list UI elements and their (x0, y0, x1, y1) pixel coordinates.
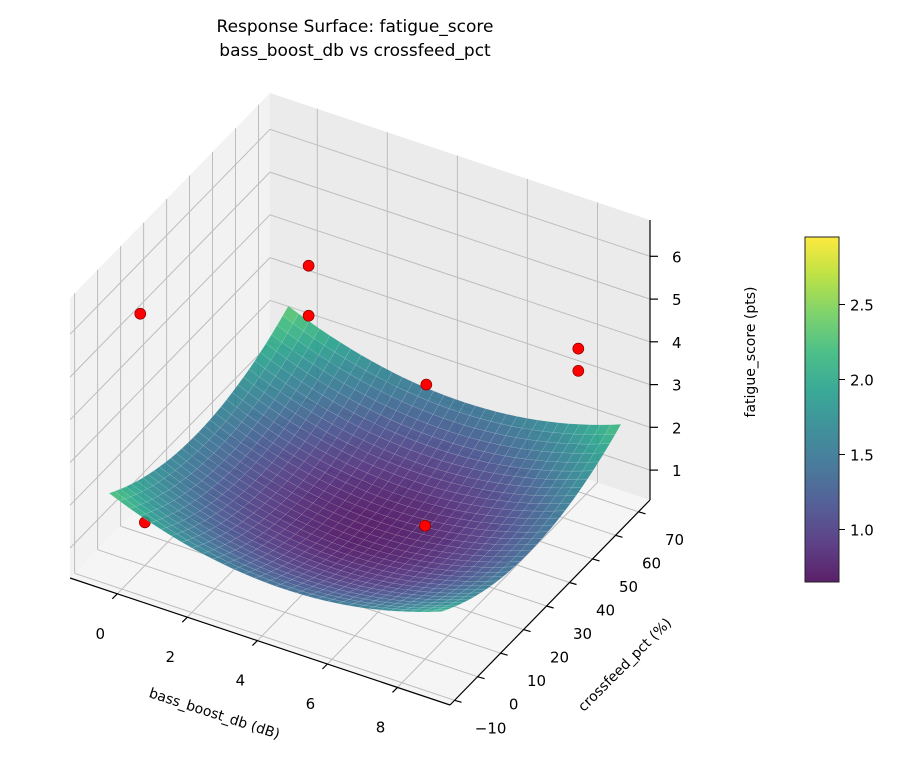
y-tick (477, 676, 485, 680)
z-tick-label: 2 (672, 419, 682, 437)
pane-left (70, 93, 270, 578)
y-tick-label: 60 (642, 554, 661, 572)
grid-line-x (397, 482, 598, 688)
x-tick (392, 686, 398, 693)
z-axis-label: fatigue_score (pts) (743, 287, 759, 418)
z-tick-label: 4 (672, 334, 682, 352)
x-tick-label: 2 (166, 648, 176, 666)
data-point (572, 342, 585, 355)
y-tick-label: 40 (596, 601, 615, 619)
colorbar-tick-label: 2.5 (850, 297, 874, 315)
surface-facet (598, 433, 616, 445)
chart-subtitle: bass_boost_db vs crossfeed_pct (219, 41, 491, 61)
grid-line-z (69, 171, 271, 378)
y-axis-line (449, 499, 651, 706)
y-tick (546, 605, 554, 609)
surface-facet (520, 544, 538, 552)
y-tick-label: 0 (509, 696, 519, 714)
x-tick (111, 593, 118, 600)
colorbar-tick-label: 2.0 (850, 372, 874, 390)
surface-facet (486, 576, 505, 582)
x-axis-label: bass_boost_db (dB) (147, 685, 282, 742)
y-tick (523, 629, 531, 633)
data-point (302, 259, 315, 272)
y-tick (500, 652, 508, 656)
grid-line-z (269, 214, 651, 343)
y-tick (592, 558, 600, 562)
grid-line-z (69, 299, 271, 506)
y-tick (454, 699, 462, 703)
surface (108, 305, 622, 613)
x-axis-line (69, 577, 451, 706)
surface-facet (442, 604, 459, 609)
surface-facet (587, 452, 605, 463)
x-tick-label: 6 (306, 695, 316, 713)
data-point (134, 307, 147, 320)
x-tick-label: 8 (376, 718, 386, 736)
x-tick-label: 4 (236, 672, 246, 690)
surface-facet (431, 609, 448, 613)
z-tick-labels: 1 2 3 4 5 6 (672, 248, 682, 480)
x-tick (251, 640, 258, 647)
y-tick (615, 534, 623, 538)
data-point (572, 364, 585, 377)
z-tick-label: 3 (672, 377, 682, 395)
y-tick-label: 70 (665, 531, 684, 549)
y-tick (638, 511, 646, 515)
surface-facet (525, 537, 544, 546)
surface-facet (531, 531, 549, 539)
surface-facet (469, 588, 488, 594)
y-tick (569, 581, 577, 586)
z-tick-label: 5 (672, 291, 682, 309)
data-point (420, 378, 433, 391)
grid-line-z (69, 342, 271, 549)
data-point (419, 519, 431, 532)
surface-facet (559, 495, 577, 504)
x-tick-labels: 0 2 4 6 8 (96, 625, 386, 737)
y-tick-label: 10 (527, 672, 546, 690)
y-tick-label: 30 (573, 625, 592, 643)
y-tick-label: −10 (475, 719, 507, 737)
grid-line-z (269, 257, 651, 386)
grid-line-z (69, 128, 271, 335)
y-tick-label: 50 (619, 578, 638, 596)
surface-facet (459, 595, 476, 601)
grid-line-y (74, 572, 455, 701)
surface-facet (463, 592, 482, 597)
z-tick-label: 6 (672, 248, 682, 266)
colorbar-tick-label: 1.0 (850, 522, 874, 540)
colorbar-tick-label: 1.5 (850, 447, 874, 465)
grid-line-z (269, 171, 651, 300)
x-tick (321, 663, 328, 670)
data-point (302, 309, 315, 322)
chart-title: Response Surface: fatigue_score (217, 17, 494, 37)
scatter-points (134, 259, 585, 532)
y-tick-label: 20 (550, 649, 569, 667)
surface-facet (570, 478, 588, 489)
x-tick (181, 616, 188, 623)
grid-line-z (69, 257, 271, 463)
z-tick-label: 1 (672, 462, 682, 480)
grid-line-z (269, 128, 651, 257)
colorbar (804, 236, 840, 583)
colorbar-ticks: 1.0 1.5 2.0 2.5 (839, 297, 874, 540)
x-tick-label: 0 (96, 625, 106, 643)
axes (69, 220, 658, 706)
surface-facet (537, 524, 555, 533)
grid-line-z (69, 214, 271, 421)
grid-line-y (97, 549, 478, 678)
grid-line-z (269, 299, 651, 428)
